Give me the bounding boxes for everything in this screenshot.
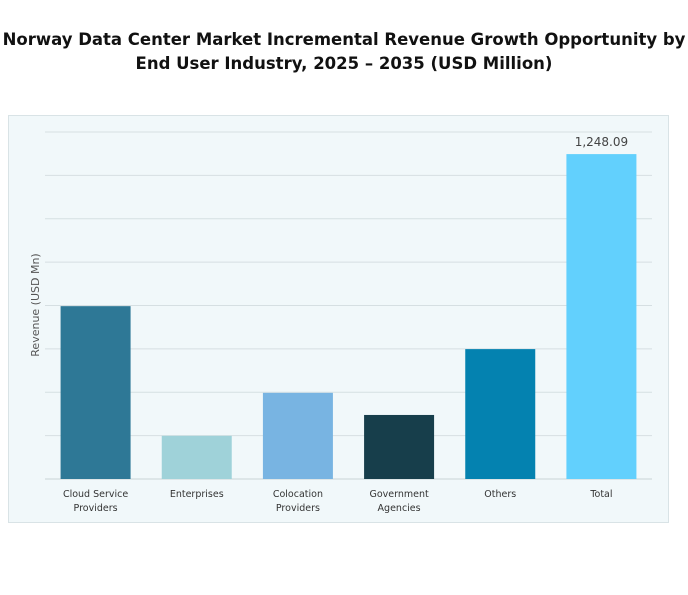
x-tick-label: Others [484, 489, 516, 500]
bar-0 [60, 306, 131, 479]
bar-1 [161, 435, 232, 479]
x-tick-label: Providers [276, 503, 320, 514]
chart-title: Norway Data Center Market Incremental Re… [0, 28, 688, 76]
y-axis-label: Revenue (USD Mn) [29, 253, 42, 356]
x-tick-label: Government [369, 489, 429, 500]
bar-2 [262, 392, 333, 479]
x-tick-label: Colocation [273, 489, 323, 500]
x-tick-label: Cloud Service [63, 489, 128, 500]
bar-3 [364, 414, 435, 479]
x-tick-label: Agencies [378, 503, 421, 514]
chart-title-line-1: Norway Data Center Market Incremental Re… [2, 30, 686, 49]
bar-5 [566, 154, 637, 480]
x-tick-label: Total [589, 489, 612, 500]
x-tick-label: Providers [74, 503, 118, 514]
x-tick-label: Enterprises [170, 489, 224, 500]
chart-title-line-2: End User Industry, 2025 – 2035 (USD Mill… [135, 54, 553, 73]
data-label: 1,248.09 [575, 135, 628, 149]
bar-4 [465, 349, 536, 479]
